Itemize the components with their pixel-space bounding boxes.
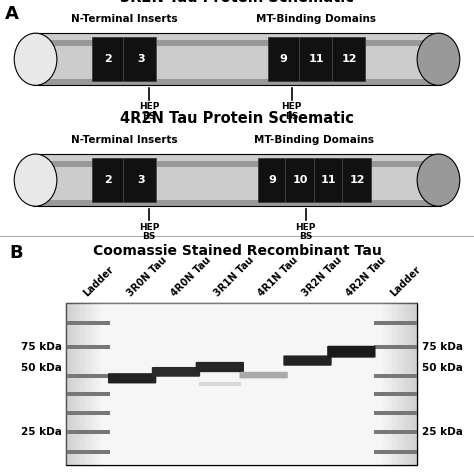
FancyBboxPatch shape xyxy=(258,158,371,202)
Ellipse shape xyxy=(14,33,57,85)
Text: Ladder: Ladder xyxy=(81,264,115,299)
Text: HEP
BS: HEP BS xyxy=(139,223,159,241)
Text: MT-Binding Domains: MT-Binding Domains xyxy=(255,135,374,145)
FancyBboxPatch shape xyxy=(199,382,241,386)
FancyBboxPatch shape xyxy=(67,450,109,454)
Text: 2: 2 xyxy=(104,175,112,185)
FancyBboxPatch shape xyxy=(33,161,441,167)
Text: 4R2N Tau: 4R2N Tau xyxy=(344,255,388,299)
FancyBboxPatch shape xyxy=(33,154,441,206)
Text: 4R0N Tau: 4R0N Tau xyxy=(169,255,212,299)
FancyBboxPatch shape xyxy=(92,158,156,202)
Text: 3: 3 xyxy=(137,54,145,64)
Text: 10: 10 xyxy=(292,175,308,185)
Text: MT-Binding Domains: MT-Binding Domains xyxy=(256,14,376,24)
Text: HEP
BS: HEP BS xyxy=(296,223,316,241)
FancyBboxPatch shape xyxy=(374,345,417,349)
Text: 12: 12 xyxy=(349,175,365,185)
Text: 3R1N Tau: 3R1N Tau xyxy=(213,255,256,299)
Text: 9: 9 xyxy=(279,54,287,64)
Text: 75 kDa: 75 kDa xyxy=(422,342,463,352)
Text: N-Terminal Inserts: N-Terminal Inserts xyxy=(71,14,178,24)
Ellipse shape xyxy=(417,33,460,85)
FancyBboxPatch shape xyxy=(374,392,417,396)
Text: A: A xyxy=(5,5,18,23)
FancyBboxPatch shape xyxy=(327,346,375,358)
FancyBboxPatch shape xyxy=(374,430,417,434)
Text: 3R2N Tau: 3R2N Tau xyxy=(301,255,344,299)
Text: 2: 2 xyxy=(104,54,112,64)
Ellipse shape xyxy=(417,154,460,206)
FancyBboxPatch shape xyxy=(283,356,332,366)
Text: Coomassie Stained Recombinant Tau: Coomassie Stained Recombinant Tau xyxy=(92,244,382,258)
FancyBboxPatch shape xyxy=(67,392,109,396)
Text: 12: 12 xyxy=(342,54,357,64)
FancyBboxPatch shape xyxy=(374,450,417,454)
FancyBboxPatch shape xyxy=(196,362,244,372)
Text: HEP
BS: HEP BS xyxy=(282,102,301,120)
Text: N-Terminal Inserts: N-Terminal Inserts xyxy=(71,135,178,145)
Text: 25 kDa: 25 kDa xyxy=(422,427,463,438)
FancyBboxPatch shape xyxy=(33,40,441,46)
Text: 75 kDa: 75 kDa xyxy=(21,342,62,352)
FancyBboxPatch shape xyxy=(374,411,417,415)
Text: 9: 9 xyxy=(268,175,276,185)
FancyBboxPatch shape xyxy=(374,374,417,378)
Text: 3R0N Tau: 3R0N Tau xyxy=(125,255,169,299)
Text: 11: 11 xyxy=(321,175,337,185)
FancyBboxPatch shape xyxy=(33,79,441,85)
FancyBboxPatch shape xyxy=(268,37,365,82)
FancyBboxPatch shape xyxy=(374,321,417,325)
FancyBboxPatch shape xyxy=(67,430,109,434)
FancyBboxPatch shape xyxy=(33,33,441,85)
Text: 50 kDa: 50 kDa xyxy=(422,363,463,373)
FancyBboxPatch shape xyxy=(33,200,441,206)
Text: 3R2N Tau Protein Schematic: 3R2N Tau Protein Schematic xyxy=(120,0,354,5)
Text: B: B xyxy=(9,244,23,262)
FancyBboxPatch shape xyxy=(66,303,417,465)
FancyBboxPatch shape xyxy=(67,321,109,325)
Text: 50 kDa: 50 kDa xyxy=(21,363,62,373)
Text: 4R2N Tau Protein Schematic: 4R2N Tau Protein Schematic xyxy=(120,110,354,126)
Ellipse shape xyxy=(14,154,57,206)
FancyBboxPatch shape xyxy=(108,373,156,383)
FancyBboxPatch shape xyxy=(67,374,109,378)
Text: 4R1N Tau: 4R1N Tau xyxy=(256,255,300,299)
FancyBboxPatch shape xyxy=(92,37,156,82)
FancyBboxPatch shape xyxy=(239,372,288,378)
FancyBboxPatch shape xyxy=(67,411,109,415)
Text: Ladder: Ladder xyxy=(388,264,422,299)
Text: 25 kDa: 25 kDa xyxy=(21,427,62,438)
Text: 3: 3 xyxy=(137,175,145,185)
Text: 11: 11 xyxy=(309,54,324,64)
Text: HEP
BS: HEP BS xyxy=(139,102,159,120)
FancyBboxPatch shape xyxy=(67,345,109,349)
FancyBboxPatch shape xyxy=(152,367,200,377)
